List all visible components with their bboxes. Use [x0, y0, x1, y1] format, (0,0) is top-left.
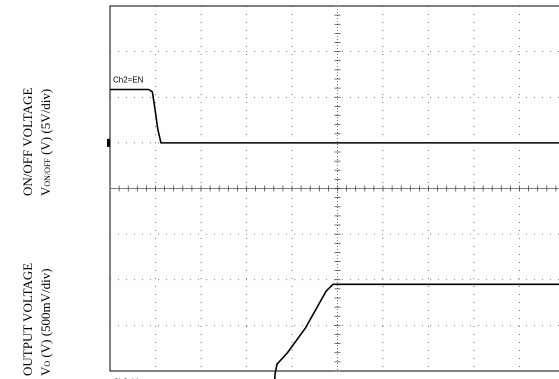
grid-lines	[110, 6, 559, 371]
top-axis-label-line2: VON/OFF (V) (5V/div)	[38, 89, 53, 196]
traces	[110, 88, 559, 379]
center-ticks	[107, 5, 559, 372]
top-axis-label: ON/OFF VOLTAGE VON/OFF (V) (5V/div)	[20, 88, 53, 196]
bottom-axis-label-v: V	[38, 366, 53, 376]
trace-ch3-vo	[273, 283, 559, 379]
channel-label-2: Ch2=EN	[113, 75, 144, 84]
plot-area: Ch2=EN Ch3=Vo	[107, 5, 559, 379]
top-axis-label-line1: ON/OFF VOLTAGE	[20, 88, 35, 196]
top-axis-label-v: V	[38, 186, 53, 196]
bottom-axis-label-sub: O	[43, 361, 52, 367]
bottom-axis-label-rest: (V) (500mV/div)	[38, 268, 53, 360]
top-axis-label-sub: ON/OFF	[43, 158, 52, 187]
bottom-axis-label-line1: OUTPUT VOLTAGE	[20, 263, 35, 376]
trace-ch2-en	[110, 88, 559, 144]
top-axis-label-rest: (V) (5V/div)	[38, 89, 53, 158]
channel-labels: Ch2=EN Ch3=Vo	[113, 75, 144, 379]
bottom-axis-label-line2: VO (V) (500mV/div)	[38, 268, 53, 376]
channel-label-3: Ch3=Vo	[113, 378, 142, 379]
bottom-axis-label: OUTPUT VOLTAGE VO (V) (500mV/div)	[20, 263, 53, 376]
ground-marker-ch2	[107, 138, 110, 147]
